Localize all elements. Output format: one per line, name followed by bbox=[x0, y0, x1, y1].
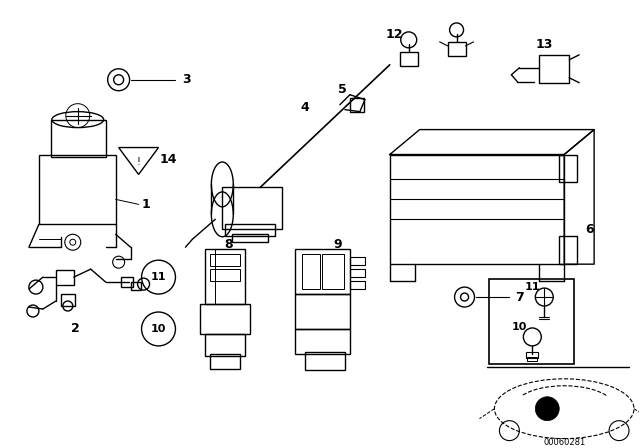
Bar bbox=[225, 224, 275, 236]
Bar bbox=[56, 270, 74, 285]
Bar bbox=[559, 155, 577, 182]
Text: 11: 11 bbox=[525, 282, 540, 292]
Text: 9: 9 bbox=[333, 238, 342, 251]
Text: 8: 8 bbox=[224, 238, 232, 251]
Text: 00060281: 00060281 bbox=[543, 438, 586, 447]
Text: 12: 12 bbox=[386, 28, 403, 41]
Bar bbox=[490, 279, 574, 364]
Bar bbox=[131, 282, 141, 290]
Bar bbox=[295, 329, 350, 354]
Bar bbox=[350, 269, 365, 277]
Bar bbox=[211, 354, 240, 369]
Bar bbox=[120, 277, 132, 287]
Text: !: ! bbox=[136, 158, 141, 168]
Bar bbox=[559, 236, 577, 264]
Bar bbox=[400, 52, 418, 66]
Bar bbox=[200, 304, 250, 334]
Text: 6: 6 bbox=[585, 223, 593, 236]
Bar bbox=[350, 257, 365, 265]
Bar bbox=[295, 294, 350, 329]
Text: 3: 3 bbox=[182, 73, 191, 86]
Text: 7: 7 bbox=[515, 291, 524, 304]
Bar bbox=[232, 234, 268, 242]
Bar bbox=[350, 98, 364, 112]
Circle shape bbox=[535, 397, 559, 421]
Text: 10: 10 bbox=[511, 322, 527, 332]
Bar bbox=[526, 352, 538, 358]
Bar bbox=[302, 254, 320, 289]
Bar bbox=[295, 249, 350, 294]
Text: 5: 5 bbox=[337, 83, 346, 96]
Text: 14: 14 bbox=[160, 153, 177, 166]
Bar bbox=[447, 42, 465, 56]
Bar bbox=[350, 281, 365, 289]
Bar bbox=[211, 254, 240, 266]
Bar bbox=[205, 249, 245, 304]
Bar bbox=[322, 254, 344, 289]
Text: 11: 11 bbox=[151, 272, 166, 282]
Bar bbox=[390, 155, 564, 264]
Bar bbox=[211, 269, 240, 281]
Text: 10: 10 bbox=[151, 324, 166, 334]
Bar bbox=[222, 187, 282, 229]
Bar bbox=[305, 352, 345, 370]
Bar bbox=[205, 334, 245, 356]
Bar bbox=[61, 294, 75, 306]
Bar bbox=[51, 120, 106, 158]
Text: 4: 4 bbox=[301, 101, 309, 114]
Text: 2: 2 bbox=[72, 323, 80, 336]
Text: 1: 1 bbox=[141, 198, 150, 211]
Text: 13: 13 bbox=[536, 39, 553, 52]
Bar bbox=[527, 357, 538, 361]
Bar bbox=[540, 55, 569, 83]
